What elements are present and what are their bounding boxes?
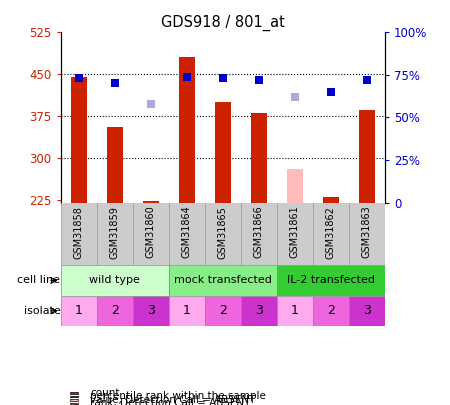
Bar	[61, 202, 97, 265]
Text: 1: 1	[291, 304, 299, 318]
Bar	[287, 169, 303, 202]
Bar	[107, 127, 123, 202]
Bar	[251, 113, 267, 202]
Text: rank, Detection Call = ABSENT: rank, Detection Call = ABSENT	[90, 398, 250, 405]
Bar	[133, 296, 169, 326]
Title: GDS918 / 801_at: GDS918 / 801_at	[161, 15, 285, 31]
Bar	[61, 265, 169, 296]
Text: 1: 1	[75, 304, 83, 318]
Bar	[133, 202, 169, 265]
Text: GSM31862: GSM31862	[326, 206, 336, 258]
Text: percentile rank within the sample: percentile rank within the sample	[90, 391, 266, 401]
Text: GSM31860: GSM31860	[146, 206, 156, 258]
Text: GSM31861: GSM31861	[290, 206, 300, 258]
Bar	[241, 202, 277, 265]
Bar	[169, 202, 205, 265]
Bar	[61, 296, 97, 326]
Text: 3: 3	[255, 304, 263, 318]
Bar	[349, 296, 385, 326]
Text: 2: 2	[219, 304, 227, 318]
Bar	[179, 58, 195, 202]
Text: cell line: cell line	[18, 275, 60, 286]
Text: mock transfected: mock transfected	[174, 275, 272, 286]
Bar	[70, 399, 78, 401]
Bar	[169, 265, 277, 296]
Bar	[277, 265, 385, 296]
Text: GSM31859: GSM31859	[110, 206, 120, 258]
Bar	[70, 396, 78, 397]
Bar	[277, 296, 313, 326]
Text: GSM31866: GSM31866	[254, 206, 264, 258]
Text: 2: 2	[327, 304, 335, 318]
Bar	[169, 296, 205, 326]
Bar	[71, 77, 87, 202]
Bar	[97, 202, 133, 265]
Bar	[313, 296, 349, 326]
Text: GSM31858: GSM31858	[74, 206, 84, 258]
Bar	[241, 296, 277, 326]
Bar	[277, 202, 313, 265]
Text: isolate: isolate	[23, 306, 60, 316]
Text: 3: 3	[363, 304, 371, 318]
Text: GSM31865: GSM31865	[218, 206, 228, 258]
Bar	[143, 201, 159, 202]
Bar	[323, 197, 339, 202]
Bar	[313, 202, 349, 265]
Bar	[205, 296, 241, 326]
Text: wild type: wild type	[89, 275, 140, 286]
Bar	[205, 202, 241, 265]
Text: 1: 1	[183, 304, 191, 318]
Bar	[215, 102, 231, 202]
Text: IL-2 transfected: IL-2 transfected	[287, 275, 375, 286]
Text: 2: 2	[111, 304, 119, 318]
Bar	[359, 111, 375, 202]
Bar	[97, 296, 133, 326]
Bar	[70, 403, 78, 404]
Text: value, Detection Call = ABSENT: value, Detection Call = ABSENT	[90, 395, 256, 405]
Text: GSM31864: GSM31864	[182, 206, 192, 258]
Text: count: count	[90, 388, 120, 398]
Text: GSM31863: GSM31863	[362, 206, 372, 258]
Text: 3: 3	[147, 304, 155, 318]
Bar	[349, 202, 385, 265]
Bar	[70, 392, 78, 394]
